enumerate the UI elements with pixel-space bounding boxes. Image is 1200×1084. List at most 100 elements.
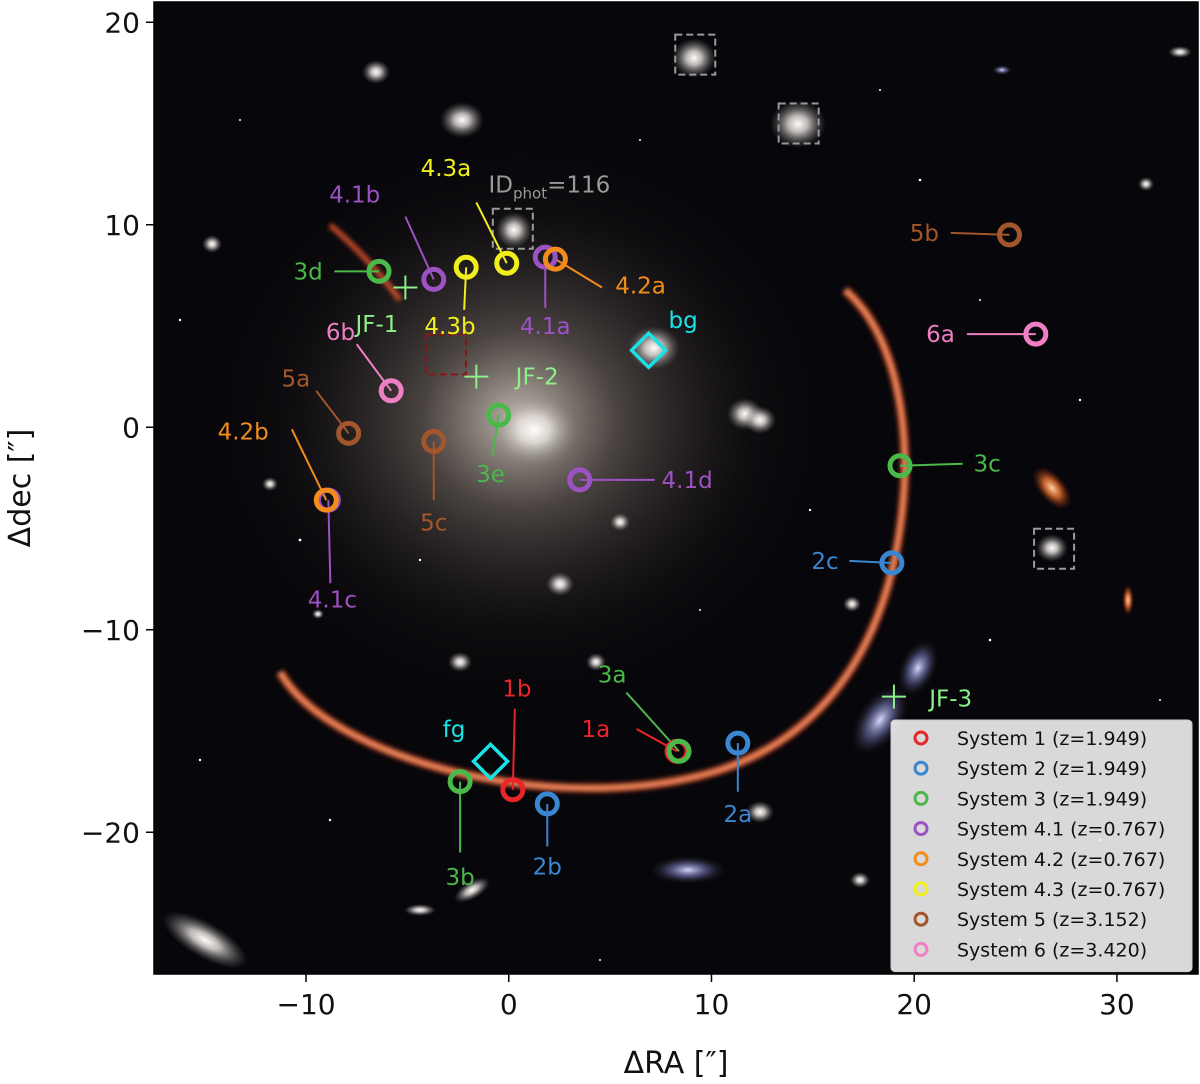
x-tick-label: 20 — [896, 988, 932, 1021]
image-marker — [366, 258, 392, 284]
legend-entry: System 4.2 (z=0.767) — [957, 849, 1165, 871]
y-tick-label: 20 — [104, 6, 140, 39]
image-label: 4.2a — [615, 274, 666, 300]
image-label: 3a — [598, 662, 627, 688]
image-label: 3d — [293, 259, 322, 285]
image-marker — [532, 244, 558, 270]
dashed-box — [1033, 527, 1076, 570]
image-label: 4.2b — [218, 419, 269, 445]
image-label: 4.1d — [662, 468, 713, 494]
background-galaxies — [162, 38, 1192, 969]
leader-line — [290, 428, 328, 501]
image-label: 5c — [420, 510, 447, 536]
image-label: 4.3a — [421, 156, 472, 182]
image-marker — [378, 378, 404, 404]
image-marker — [879, 550, 905, 576]
id-phot-value: =116 — [547, 172, 610, 198]
x-tick-label: 30 — [1099, 988, 1135, 1021]
x-tick-label: −10 — [276, 988, 335, 1021]
leader-line — [849, 559, 892, 564]
leader-line — [491, 414, 500, 456]
legend-marker — [913, 941, 929, 957]
legend-entry: System 2 (z=1.949) — [957, 758, 1147, 780]
image-marker — [666, 738, 692, 764]
dashed-box — [424, 333, 467, 376]
legend-entry: System 1 (z=1.949) — [957, 728, 1147, 750]
image-marker — [494, 250, 520, 276]
legend-marker — [913, 730, 929, 746]
legend-entry: System 3 (z=1.949) — [957, 788, 1147, 810]
image-label: 6b — [326, 320, 355, 346]
leader-line — [511, 708, 516, 790]
x-axis-label: ΔRA [″] — [624, 1046, 729, 1081]
id-phot-label: IDphot=116 — [488, 172, 610, 202]
image-label: 2c — [811, 549, 838, 575]
dashed-box — [674, 33, 717, 76]
y-tick-label: −20 — [81, 816, 140, 849]
image-marker — [421, 428, 447, 454]
jf-label: JF-1 — [354, 312, 399, 338]
diamond-marker — [629, 330, 669, 370]
image-label: 4.1a — [520, 314, 571, 340]
legend-marker — [913, 790, 929, 806]
image-marker — [725, 730, 751, 756]
image-label: 3e — [476, 462, 505, 488]
legend-marker — [913, 760, 929, 776]
image-marker — [486, 402, 512, 428]
legend-marker — [913, 881, 929, 897]
id-phot-sub: phot — [513, 184, 547, 202]
image-label: 1a — [582, 717, 611, 743]
image-label: 2a — [723, 802, 752, 828]
x-tick-label: 0 — [500, 988, 518, 1021]
image-label: 5b — [910, 221, 939, 247]
y-tick-label: 10 — [104, 209, 140, 242]
image-marker — [313, 487, 339, 513]
legend: System 1 (z=1.949) System 2 (z=1.949) Syst… — [890, 719, 1193, 973]
dashed-box — [491, 207, 534, 250]
jf-label: JF-3 — [927, 687, 972, 713]
image-label: 4.3b — [424, 314, 475, 340]
image-marker — [500, 777, 526, 803]
diamond-marker — [471, 741, 510, 781]
legend-entry: System 6 (z=3.420) — [957, 939, 1147, 961]
y-axis-label: Δdec [″] — [3, 429, 38, 548]
legend-marker — [913, 851, 929, 867]
y-tick-label: −10 — [81, 614, 140, 647]
image-marker — [421, 266, 447, 292]
x-tick-label: 10 — [694, 988, 730, 1021]
legend-marker — [913, 821, 929, 837]
legend-box — [890, 719, 1193, 973]
image-marker — [534, 791, 560, 817]
legend-entry: System 4.3 (z=0.767) — [957, 879, 1165, 901]
leader-line — [463, 267, 468, 310]
image-marker — [887, 453, 913, 479]
image-marker — [1023, 321, 1049, 347]
jf-label: JF-2 — [514, 365, 559, 391]
image-label: 1b — [502, 676, 531, 702]
image-marker — [996, 222, 1022, 248]
image-marker — [453, 254, 479, 280]
plot-frame — [153, 1, 1199, 975]
image-marker — [336, 420, 362, 446]
image-marker — [567, 467, 593, 493]
image-label: 4.1b — [329, 182, 380, 208]
y-tick-label: 0 — [122, 411, 140, 444]
dashed-box — [777, 102, 820, 145]
overlay-layer: 1a 1b 2a 2b 2c 3a 3b 3c 3d 3e 4.1a 4.1b 4.1c 4.1d 4.2a… — [218, 33, 1076, 891]
legend-entry: System 4.1 (z=0.767) — [957, 819, 1165, 841]
image-label: 2b — [533, 855, 562, 881]
image-label: 4.1c — [308, 587, 357, 613]
id-phot-main: ID — [488, 172, 513, 198]
diamond-label: bg — [668, 308, 697, 334]
axes: −10 0 10 20 30 −20 −10 0 10 20 — [81, 6, 1135, 1021]
image-label: 5a — [282, 367, 311, 393]
image-marker — [447, 769, 473, 795]
legend-entry: System 5 (z=3.152) — [957, 909, 1147, 931]
image-label: 6a — [926, 322, 955, 348]
legend-marker — [913, 911, 929, 927]
diamond-label: fg — [443, 717, 466, 743]
image-label: 3b — [445, 865, 474, 891]
image-label: 3c — [974, 452, 1001, 478]
image-marker — [542, 246, 568, 272]
